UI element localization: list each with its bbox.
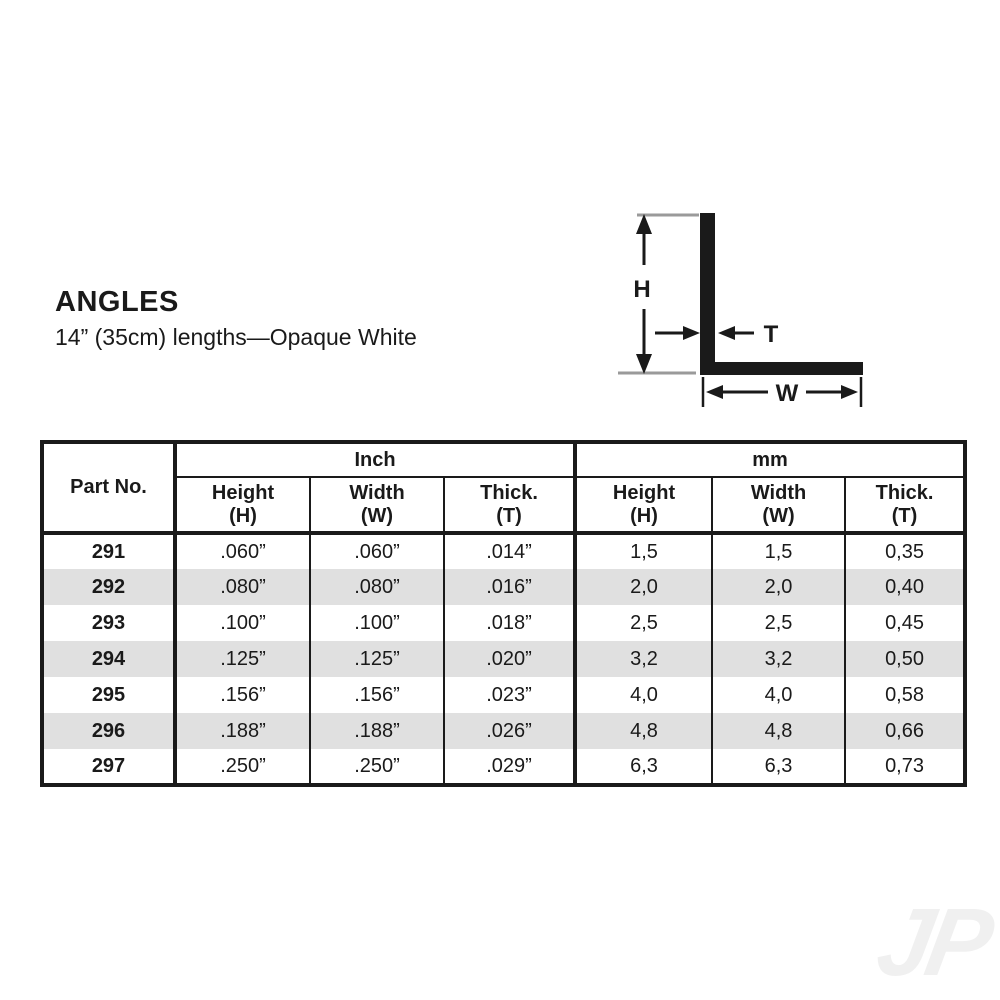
mm-height-cell: 2,5 — [573, 605, 713, 641]
header-line1: Width — [750, 481, 807, 504]
inch-thick-cell: .020” — [442, 641, 576, 677]
mm-width-cell: 2,5 — [711, 605, 846, 641]
header-line2: (H) — [229, 504, 257, 527]
inch-height-cell: .060” — [173, 533, 310, 569]
inch-height-cell: .080” — [173, 569, 310, 605]
mm-width-cell: 4,8 — [711, 713, 846, 749]
mm-thick-cell: 0,66 — [844, 713, 966, 749]
w-arrow-right-icon — [841, 385, 858, 399]
mm-thick-cell: 0,45 — [844, 605, 966, 641]
part-no-cell: 293 — [91, 611, 126, 634]
inch-thick-cell: .014” — [442, 533, 576, 569]
mm-width-cell: 2,0 — [711, 569, 846, 605]
title-block: ANGLES 14” (35cm) lengths—Opaque White — [55, 286, 417, 351]
header-line1: Thick. — [480, 481, 538, 504]
inch-thick-cell: .023” — [442, 677, 576, 713]
mm-width-column-header: Width (W) — [711, 477, 846, 535]
inch-height-cell: .100” — [173, 605, 310, 641]
part-no-cell: 291 — [91, 540, 126, 563]
jp-watermark-logo: JP — [869, 889, 996, 996]
page-subtitle: 14” (35cm) lengths—Opaque White — [55, 324, 417, 350]
mm-height-cell: 1,5 — [573, 533, 713, 569]
mm-width-cell: 1,5 — [711, 533, 846, 569]
inch-width-cell: .100” — [309, 605, 444, 641]
table-row: 296 .188” .188” .026” 4,8 4,8 0,66 — [42, 713, 966, 749]
part-no-column-header: Part No. — [42, 442, 175, 535]
mm-thick-cell: 0,50 — [844, 641, 966, 677]
angle-profile-diagram: H T W — [618, 213, 863, 407]
inch-height-column-header: Height (H) — [173, 477, 310, 535]
inch-group-header: Inch — [172, 442, 576, 478]
angles-spec-table: Part No. Inch mm Height (H) Width (W) Th… — [40, 440, 968, 787]
part-no-cell: 296 — [91, 719, 126, 742]
w-dim-label: W — [776, 380, 799, 407]
column-header-row: Height (H) Width (W) Thick. (T) Height (… — [42, 477, 966, 535]
table-row: 291 .060” .060” .014” 1,5 1,5 0,35 — [42, 533, 966, 569]
mm-thick-cell: 0,40 — [844, 569, 966, 605]
mm-height-cell: 4,0 — [573, 677, 713, 713]
t-arrow-left-icon — [718, 326, 735, 340]
table-row: 297 .250” .250” .029” 6,3 6,3 0,73 — [42, 749, 966, 785]
inch-height-cell: .188” — [173, 713, 310, 749]
inch-height-cell: .125” — [173, 641, 310, 677]
header-line2: (H) — [630, 504, 658, 527]
unit-group-header-row: Part No. Inch mm — [42, 442, 966, 535]
t-arrow-right-icon — [683, 326, 700, 340]
mm-height-cell: 2,0 — [573, 569, 713, 605]
mm-width-cell: 4,0 — [711, 677, 846, 713]
angle-horizontal-leg — [700, 362, 863, 375]
inch-width-cell: .156” — [309, 677, 444, 713]
mm-height-cell: 4,8 — [573, 713, 713, 749]
angle-vertical-leg — [700, 213, 715, 375]
inch-thick-cell: .029” — [442, 749, 576, 785]
mm-thick-cell: 0,58 — [844, 677, 966, 713]
mm-height-column-header: Height (H) — [573, 477, 713, 535]
w-arrow-left-icon — [706, 385, 723, 399]
mm-thick-cell: 0,73 — [844, 749, 966, 785]
header-line2: (T) — [496, 504, 522, 527]
mm-height-cell: 6,3 — [573, 749, 713, 785]
inch-thick-cell: .026” — [442, 713, 576, 749]
mm-width-cell: 3,2 — [711, 641, 846, 677]
mm-thick-column-header: Thick. (T) — [844, 477, 966, 535]
inch-height-cell: .250” — [173, 749, 310, 785]
h-dim-label: H — [633, 276, 650, 303]
table-row: 293 .100” .100” .018” 2,5 2,5 0,45 — [42, 605, 966, 641]
mm-height-cell: 3,2 — [573, 641, 713, 677]
inch-width-cell: .080” — [309, 569, 444, 605]
header-line2: (T) — [891, 504, 918, 527]
t-dim-label: T — [764, 321, 779, 348]
header-line1: Thick. — [875, 481, 934, 504]
table-row: 294 .125” .125” .020” 3,2 3,2 0,50 — [42, 641, 966, 677]
page-title: ANGLES — [55, 286, 179, 318]
inch-thick-column-header: Thick. (T) — [442, 477, 576, 535]
header-line2: (W) — [762, 504, 795, 527]
inch-thick-cell: .018” — [442, 605, 576, 641]
inch-width-column-header: Width (W) — [309, 477, 444, 535]
inch-width-cell: .060” — [309, 533, 444, 569]
table-row: 295 .156” .156” .023” 4,0 4,0 0,58 — [42, 677, 966, 713]
table-row: 292 .080” .080” .016” 2,0 2,0 0,40 — [42, 569, 966, 605]
inch-width-cell: .125” — [309, 641, 444, 677]
part-no-cell: 292 — [91, 575, 126, 598]
h-arrow-down-icon — [636, 354, 652, 374]
header-line1: Width — [349, 481, 405, 504]
inch-thick-cell: .016” — [442, 569, 576, 605]
inch-height-cell: .156” — [173, 677, 310, 713]
header-line1: Height — [612, 481, 676, 504]
inch-width-cell: .250” — [309, 749, 444, 785]
h-arrow-up-icon — [636, 214, 652, 234]
part-no-cell: 297 — [91, 754, 126, 777]
header-line1: Height — [211, 481, 275, 504]
mm-group-header: mm — [573, 442, 966, 478]
header-line2: (W) — [360, 504, 394, 527]
mm-thick-cell: 0,35 — [844, 533, 966, 569]
inch-width-cell: .188” — [309, 713, 444, 749]
part-no-cell: 295 — [91, 683, 126, 706]
mm-width-cell: 6,3 — [711, 749, 846, 785]
part-no-cell: 294 — [91, 647, 126, 670]
